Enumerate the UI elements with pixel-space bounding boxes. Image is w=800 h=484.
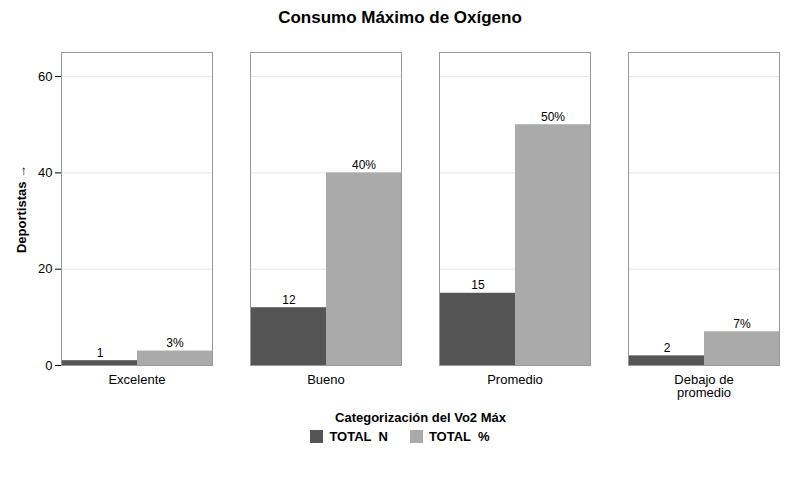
html-text:Consumo Máximo de Oxígeno: Consumo Máximo de Oxígeno: [278, 8, 522, 27]
svg-text:15: 15: [471, 278, 485, 292]
svg-text:Excelente: Excelente: [108, 372, 165, 387]
svg-text:20: 20: [38, 261, 52, 276]
svg-text:12: 12: [282, 293, 296, 307]
svg-text:Deportistas →: Deportistas →: [14, 165, 29, 253]
svg-text:Debajo depromedio: Debajo depromedio: [674, 372, 733, 400]
svg-text:40: 40: [38, 165, 52, 180]
svg-text:7%: 7%: [733, 317, 751, 331]
svg-text:Promedio: Promedio: [487, 372, 543, 387]
svg-text:40%: 40%: [352, 158, 376, 172]
svg-text:2: 2: [664, 341, 671, 355]
svg-text:Categorización del Vo2 Máx: Categorización del Vo2 Máx: [335, 410, 507, 425]
svg-text:50%: 50%: [541, 110, 565, 124]
svg-text:0: 0: [45, 358, 52, 373]
html-text:TOTAL N: TOTAL N: [329, 429, 388, 444]
svg-text:3%: 3%: [166, 336, 184, 350]
svg-text:60: 60: [38, 69, 52, 84]
html-text:TOTAL %: TOTAL %: [428, 429, 490, 444]
svg-text:Bueno: Bueno: [307, 372, 345, 387]
svg-text:1: 1: [97, 346, 104, 360]
